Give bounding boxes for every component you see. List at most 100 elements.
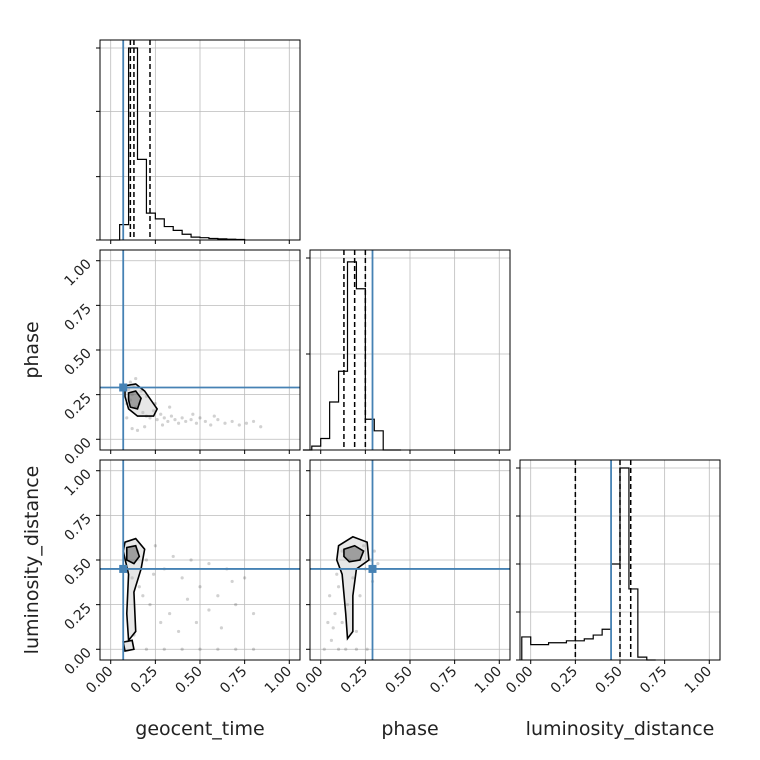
- truth-marker: [119, 564, 128, 573]
- x-tick-label: 1.00: [682, 664, 715, 697]
- scatter-point: [191, 412, 195, 416]
- scatter-point: [184, 419, 188, 424]
- scatter-point: [335, 572, 339, 576]
- histogram-luminosity_distance: [521, 467, 656, 661]
- x-tick-label: 0.00: [83, 664, 116, 697]
- histogram-phase: [302, 261, 402, 451]
- x-tick-label: 0.50: [172, 664, 205, 697]
- y-tick-label: 0.25: [61, 600, 94, 633]
- panel-border: [99, 249, 301, 451]
- scatter-point: [159, 412, 163, 416]
- density-contour: [335, 535, 370, 641]
- scatter-point: [198, 585, 202, 589]
- scatter-point: [194, 620, 199, 625]
- density-contour: [343, 544, 365, 563]
- x-axis-label-luminosity_distance: luminosity_distance: [526, 718, 715, 740]
- panel-1-0: 0.00 0.25 0.50 0.75 1.00: [61, 249, 301, 468]
- scatter-point: [134, 376, 138, 381]
- scatter-point: [209, 423, 213, 427]
- scatter-point: [130, 576, 134, 580]
- scatter-point: [162, 647, 166, 651]
- y-tick-label: 0.75: [61, 511, 94, 544]
- scatter-point: [128, 380, 132, 384]
- scatter-point: [328, 594, 332, 598]
- x-tick-label: 0.75: [427, 664, 460, 697]
- density-contour: [127, 390, 142, 410]
- scatter-point: [244, 421, 249, 425]
- scatter-point: [148, 416, 152, 420]
- density-contour: [122, 639, 135, 653]
- scatter-point: [185, 597, 190, 601]
- y-tick-label: 0.00: [61, 435, 94, 468]
- scatter-point: [230, 419, 234, 424]
- scatter-point: [365, 647, 369, 651]
- scatter-point: [160, 423, 165, 427]
- scatter-point: [194, 421, 199, 425]
- scatter-point: [126, 387, 131, 391]
- x-tick-label: 1.00: [472, 664, 505, 697]
- x-tick-label: 0.75: [217, 664, 250, 697]
- scatter-point: [340, 549, 344, 553]
- y-tick-label: 0.75: [61, 301, 94, 334]
- panel-border: [309, 459, 511, 661]
- x-tick-label: 0.25: [548, 664, 581, 697]
- scatter-point: [168, 611, 172, 616]
- scatter-point: [340, 620, 344, 625]
- scatter-point: [219, 626, 224, 630]
- scatter-point: [176, 421, 181, 425]
- scatter-point: [151, 572, 156, 576]
- panel-border: [309, 249, 511, 451]
- panel-0-0: [96, 39, 301, 244]
- scatter-point: [151, 409, 156, 413]
- y-tick-label: 0.50: [61, 346, 94, 379]
- scatter-point: [141, 410, 145, 415]
- panel-border: [519, 459, 721, 661]
- scatter-point: [153, 544, 157, 548]
- scatter-point: [169, 414, 174, 418]
- scatter-point: [216, 647, 220, 651]
- scatter-point: [135, 428, 140, 432]
- scatter-point: [329, 638, 334, 642]
- x-axis-label-phase: phase: [381, 718, 438, 740]
- panel-2-1: 0.00 0.25 0.50 0.75 1.00: [293, 459, 511, 697]
- scatter-point: [376, 561, 380, 566]
- y-axis-label-luminosity_distance: luminosity_distance: [21, 466, 43, 655]
- panel-1-1: [302, 249, 511, 454]
- scatter-point: [130, 426, 134, 431]
- truth-marker: [368, 564, 377, 573]
- scatter-point: [159, 620, 163, 625]
- scatter-point: [333, 611, 337, 616]
- scatter-point: [354, 647, 359, 651]
- scatter-point: [361, 544, 366, 548]
- scatter-point: [166, 419, 170, 424]
- y-tick-label: 0.00: [61, 645, 94, 678]
- y-axis-label-phase: phase: [21, 321, 43, 378]
- scatter-point: [141, 594, 145, 598]
- scatter-point: [173, 418, 177, 422]
- scatter-point: [216, 418, 220, 422]
- scatter-point: [216, 594, 220, 598]
- scatter-point: [326, 620, 330, 625]
- scatter-point: [125, 416, 129, 420]
- scatter-point: [207, 608, 211, 612]
- scatter-point: [176, 629, 181, 634]
- x-tick-label: 1.00: [262, 664, 295, 697]
- scatter-point: [180, 647, 184, 651]
- panel-border: [99, 39, 301, 241]
- density-contour: [125, 544, 141, 565]
- panel-2-0: 0.00 0.25 0.50 0.75 1.00 0.00 0.25 0.50 0.75 1.00: [61, 459, 301, 697]
- scatter-point: [143, 425, 147, 429]
- scatter-point: [180, 416, 184, 420]
- scatter-point: [243, 576, 247, 580]
- scatter-point: [251, 611, 256, 616]
- scatter-point: [251, 419, 256, 424]
- x-axis-label-geocent_time: geocent_time: [135, 718, 264, 740]
- scatter-point: [344, 647, 348, 651]
- scatter-point: [148, 603, 152, 607]
- scatter-point: [144, 558, 149, 562]
- scatter-point: [331, 626, 335, 630]
- scatter-point: [139, 389, 143, 393]
- scatter-point: [230, 579, 234, 584]
- scatter-point: [372, 549, 376, 553]
